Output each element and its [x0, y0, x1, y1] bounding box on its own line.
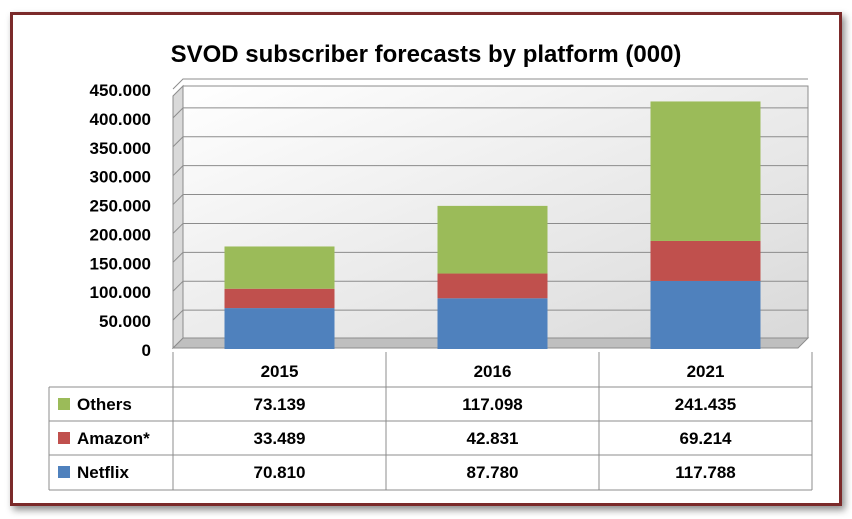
gridline: [172, 251, 808, 263]
gridline: [172, 194, 808, 205]
y-tick-label: 300.000: [90, 168, 151, 187]
bar-netflix-2015: [224, 308, 335, 349]
side-wall: [172, 84, 184, 350]
gridline: [172, 136, 808, 148]
data-label: 241.435: [675, 395, 736, 414]
y-tick-label: 400.000: [90, 110, 151, 129]
bar-amazon-2021: [650, 240, 761, 281]
x-tick-label: 2021: [687, 362, 725, 381]
y-tick-label: 150.000: [90, 254, 151, 273]
legend-key: [58, 466, 70, 478]
y-tick-label: 250.000: [90, 197, 151, 216]
data-label: 73.139: [254, 395, 306, 414]
y-tick-label: 50.000: [99, 312, 151, 331]
bar-amazon-2016: [437, 273, 548, 299]
data-label: 117.788: [675, 463, 736, 482]
data-label: 117.098: [462, 395, 523, 414]
gridline: [172, 165, 808, 177]
gridline: [172, 222, 808, 234]
bar-amazon-2015: [224, 288, 335, 309]
chart-title: SVOD subscriber forecasts by platform (0…: [171, 41, 682, 68]
legend-label: Netflix: [77, 463, 130, 482]
data-label: 70.810: [254, 463, 306, 482]
y-tick-label: 350.000: [90, 139, 151, 158]
legend-label: Others: [77, 395, 132, 414]
gridline: [172, 107, 808, 119]
bar-others-2021: [650, 101, 761, 241]
gridline: [172, 309, 808, 321]
bar-others-2015: [224, 246, 335, 289]
data-label: 42.831: [467, 429, 519, 448]
bar-netflix-2021: [650, 280, 761, 349]
data-label: 87.780: [467, 463, 519, 482]
gridline: [172, 78, 808, 90]
plot-area: 0 50.000 100.000 150.000 200.000 250.000 300.0…: [90, 78, 810, 360]
data-label: 33.489: [254, 429, 306, 448]
y-tick-label: 100.000: [90, 283, 151, 302]
y-tick-label: 200.000: [90, 225, 151, 244]
data-table: 2015 2016 2021 Others 73.139 117.098 241.435 Am…: [48, 352, 813, 491]
bar-netflix-2016: [437, 298, 548, 349]
legend-label: Amazon*: [77, 429, 150, 448]
bar-others-2016: [437, 205, 548, 274]
data-label: 69.214: [680, 429, 733, 448]
gridline: [172, 280, 808, 292]
x-tick-label: 2015: [261, 362, 299, 381]
y-tick-label: 0: [142, 341, 151, 360]
legend-key: [58, 398, 70, 410]
x-tick-label: 2016: [474, 362, 512, 381]
y-tick-label: 450.000: [90, 81, 151, 100]
legend-key: [58, 432, 70, 444]
